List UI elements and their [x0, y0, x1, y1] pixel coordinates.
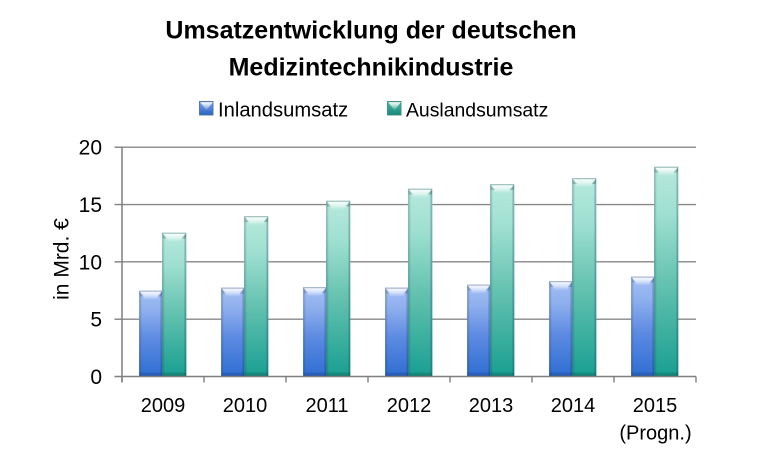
svg-text:Medizintechnikindustrie: Medizintechnikindustrie	[229, 54, 514, 82]
svg-text:Inlandsumsatz: Inlandsumsatz	[218, 99, 348, 121]
svg-text:2011: 2011	[305, 395, 348, 417]
svg-text:2012: 2012	[387, 395, 432, 417]
svg-text:5: 5	[90, 309, 102, 332]
svg-text:0: 0	[90, 366, 102, 389]
svg-text:2010: 2010	[223, 395, 268, 417]
svg-text:Umsatzentwicklung der deutsche: Umsatzentwicklung der deutschen	[165, 16, 576, 44]
svg-text:2013: 2013	[469, 395, 514, 417]
svg-text:in Mrd. €: in Mrd. €	[51, 218, 74, 300]
svg-text:Auslandsumsatz: Auslandsumsatz	[406, 99, 548, 121]
svg-text:(Progn.): (Progn.)	[619, 423, 691, 445]
svg-text:10: 10	[79, 251, 102, 274]
svg-text:15: 15	[79, 194, 102, 217]
svg-text:2014: 2014	[551, 395, 596, 417]
svg-text:2015: 2015	[633, 395, 678, 417]
svg-text:20: 20	[79, 137, 102, 160]
svg-text:2009: 2009	[141, 395, 186, 417]
